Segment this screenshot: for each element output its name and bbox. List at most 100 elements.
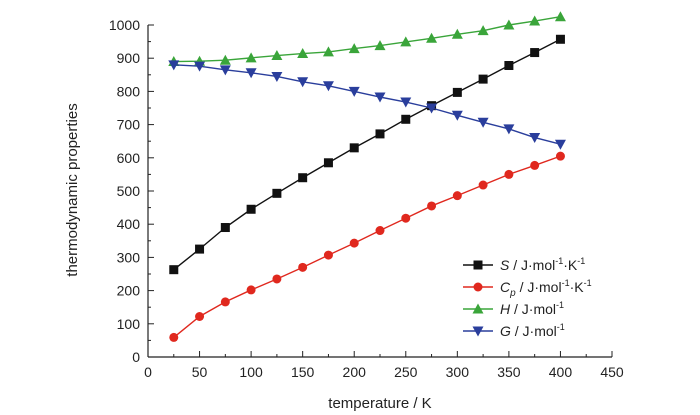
data-point-G — [529, 133, 541, 144]
legend-marker — [472, 303, 484, 314]
x-tick-label: 200 — [343, 364, 367, 380]
legend-unit-sup: -1 — [584, 278, 592, 288]
data-point-S — [272, 188, 282, 198]
data-point-G — [245, 68, 257, 79]
y-tick-label: 0 — [132, 349, 140, 365]
legend-unit: / J·mol — [510, 301, 556, 317]
series-line-G — [173, 64, 561, 145]
x-tick-label: 450 — [600, 364, 624, 380]
data-point-G — [451, 110, 463, 121]
data-point-S — [504, 61, 514, 71]
series-G — [168, 60, 566, 150]
data-point-G — [554, 139, 566, 150]
data-point-H — [219, 54, 231, 65]
data-point-H — [503, 19, 515, 30]
legend-unit-mid: ·K — [563, 257, 578, 273]
data-point-G — [477, 117, 489, 128]
data-point-S — [169, 265, 179, 275]
legend-symbol: G — [500, 323, 511, 339]
legend-label: G / J·mol-1 — [500, 322, 565, 339]
series-line-H — [173, 16, 561, 63]
data-point-S — [530, 48, 540, 58]
series-layer — [168, 11, 566, 342]
legend-symbol-sub: p — [509, 288, 516, 299]
legend-symbol: C — [500, 279, 511, 295]
data-point-S — [246, 204, 256, 214]
data-point-G — [168, 60, 180, 71]
data-point-H — [529, 15, 541, 26]
data-point-G — [348, 86, 360, 97]
data-point-Cp — [220, 297, 230, 307]
data-point-G — [271, 71, 283, 82]
data-point-Cp — [452, 191, 462, 201]
data-point-H — [374, 40, 386, 51]
data-point-S — [298, 173, 308, 183]
legend-symbol: S — [500, 257, 510, 273]
data-point-S — [452, 87, 462, 97]
y-tick-label: 600 — [117, 150, 141, 166]
y-axis-title: thermodynamic properties — [64, 103, 81, 276]
y-tick-label: 700 — [117, 117, 141, 133]
series-S — [169, 34, 565, 275]
data-point-S — [323, 158, 333, 168]
data-point-G — [297, 77, 309, 88]
data-point-S — [478, 74, 488, 84]
data-point-S — [375, 129, 385, 139]
legend-label: H / J·mol-1 — [500, 300, 564, 317]
series-line-S — [173, 38, 561, 271]
legend-unit-sup: -1 — [557, 322, 565, 332]
legend-item-Cp: Cp / J·mol-1·K-1 — [463, 278, 592, 299]
legend-item-S: S / J·mol-1·K-1 — [463, 256, 585, 273]
data-point-H — [451, 28, 463, 39]
legend-unit-sup: -1 — [555, 256, 563, 266]
y-tick-label: 500 — [117, 183, 141, 199]
x-tick-label: 150 — [291, 364, 315, 380]
legend-item-H: H / J·mol-1 — [463, 300, 564, 317]
x-tick-label: 350 — [497, 364, 521, 380]
legend-unit-sup: -1 — [556, 300, 564, 310]
y-tick-label: 400 — [117, 216, 141, 232]
legend-unit: / J·mol — [509, 257, 555, 273]
legend-item-G: G / J·mol-1 — [463, 322, 565, 339]
data-point-G — [219, 65, 231, 76]
data-point-S — [195, 244, 205, 254]
series-line-Cp — [173, 155, 561, 338]
data-point-H — [297, 48, 309, 59]
data-point-H — [426, 32, 438, 43]
y-tick-label: 300 — [117, 249, 141, 265]
data-point-Cp — [169, 332, 179, 342]
data-point-Cp — [195, 311, 205, 321]
data-point-H — [271, 50, 283, 61]
legend-unit-sup: -1 — [562, 278, 570, 288]
data-point-G — [503, 124, 515, 135]
legend-unit: / J·mol — [511, 323, 557, 339]
x-tick-label: 400 — [549, 364, 573, 380]
legend-unit: / J·mol — [516, 279, 562, 295]
data-point-Cp — [298, 262, 308, 272]
axes: 0 50 100 150 200 250 300 350 400 450 0 100 200 300 400… — [109, 17, 624, 380]
data-point-G — [322, 81, 334, 92]
data-point-G — [374, 92, 386, 103]
legend-marker — [473, 282, 483, 292]
y-tick-label: 900 — [117, 50, 141, 66]
x-tick-label: 300 — [446, 364, 470, 380]
data-point-Cp — [427, 201, 437, 211]
data-point-S — [349, 143, 359, 153]
data-point-H — [348, 43, 360, 54]
data-point-Cp — [504, 169, 514, 179]
data-point-G — [426, 103, 438, 114]
data-point-Cp — [555, 151, 565, 161]
y-tick-label: 1000 — [109, 17, 140, 33]
data-point-Cp — [246, 285, 256, 295]
y-tick-label: 200 — [117, 283, 141, 299]
data-point-S — [220, 223, 230, 233]
legend-unit-mid: ·K — [570, 279, 585, 295]
data-point-Cp — [530, 160, 540, 170]
legend-symbol: H — [500, 301, 511, 317]
data-point-H — [245, 52, 257, 63]
data-point-H — [477, 25, 489, 36]
data-point-S — [555, 34, 565, 44]
data-point-Cp — [401, 213, 411, 223]
x-tick-label: 100 — [239, 364, 263, 380]
